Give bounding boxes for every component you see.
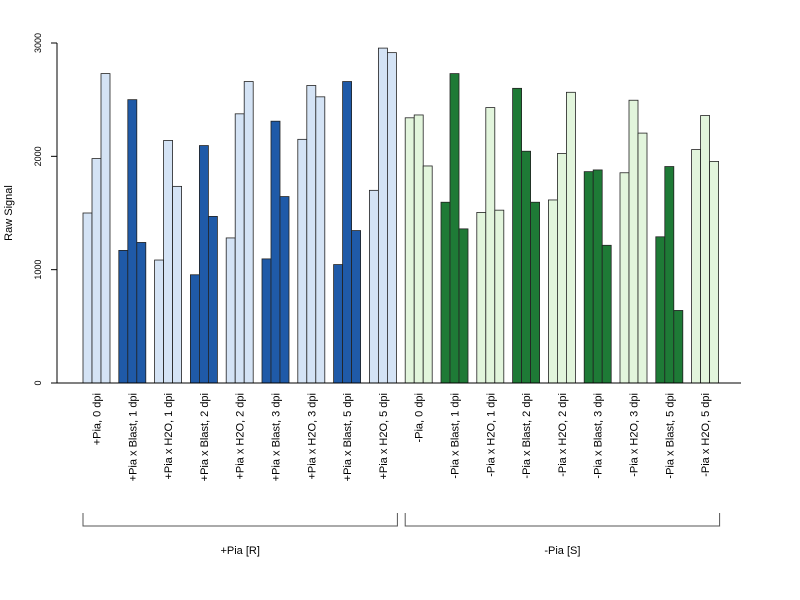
- bar: [207, 215, 218, 384]
- bar: [583, 171, 594, 384]
- bar: [172, 185, 183, 384]
- bars: [82, 47, 719, 384]
- bar: [342, 81, 353, 384]
- y-tick-label: 2000: [33, 146, 43, 166]
- bar: [655, 236, 666, 384]
- category-label: +Pia, 0 dpi: [92, 393, 104, 445]
- category-label: +Pia x H2O, 1 dpi: [163, 393, 175, 480]
- group-label: +Pia [R]: [220, 545, 259, 557]
- category-label: -Pia x H2O, 3 dpi: [629, 393, 641, 477]
- category-label: +Pia x H2O, 3 dpi: [306, 393, 318, 480]
- bar: [485, 107, 496, 384]
- bar: [521, 150, 531, 384]
- category-label: -Pia x H2O, 1 dpi: [485, 393, 497, 477]
- bar: [548, 199, 558, 384]
- bar: [619, 172, 630, 384]
- y-axis: 0 1000 2000 3000: [33, 33, 58, 386]
- bar: [154, 259, 165, 384]
- category-label: -Pia x Blast, 2 dpi: [521, 393, 533, 479]
- bar: [225, 237, 236, 384]
- bar: [601, 244, 612, 384]
- y-tick-label: 1000: [33, 260, 43, 280]
- bar: [512, 87, 522, 384]
- category-label: -Pia x Blast, 3 dpi: [593, 393, 605, 479]
- category-label: -Pia x Blast, 5 dpi: [664, 393, 676, 479]
- bar: [530, 201, 540, 384]
- bar: [700, 115, 710, 384]
- bar: [691, 149, 701, 384]
- bar: [566, 91, 576, 384]
- bar: [82, 212, 93, 384]
- bar: [279, 196, 290, 384]
- category-label: -Pia, 0 dpi: [414, 393, 426, 443]
- bar: [270, 120, 281, 384]
- group-bracket: [82, 513, 398, 527]
- y-axis-title: Raw Signal: [3, 185, 15, 241]
- bar: [261, 258, 272, 384]
- bar: [458, 228, 469, 384]
- bar: [100, 73, 111, 384]
- bar: [189, 274, 200, 384]
- bar: [476, 212, 487, 384]
- bar: [664, 166, 675, 384]
- y-tick-label: 0: [33, 380, 43, 385]
- bar: [709, 161, 719, 384]
- group-brackets: +Pia [R] -Pia [S]: [82, 513, 721, 557]
- bar: [351, 230, 362, 384]
- bar: [91, 158, 102, 384]
- bar: [315, 96, 326, 384]
- group-label: -Pia [S]: [544, 545, 580, 557]
- bar: [163, 140, 174, 384]
- bar: [377, 47, 388, 384]
- bar: [368, 189, 379, 384]
- bar: [440, 201, 451, 384]
- bar: [386, 52, 397, 384]
- category-label: -Pia x H2O, 2 dpi: [557, 393, 569, 477]
- bar: [297, 138, 308, 384]
- category-label: +Pia x H2O, 2 dpi: [235, 393, 247, 480]
- category-label: +Pia x H2O, 5 dpi: [378, 393, 390, 480]
- bar: [333, 264, 344, 384]
- bar: [118, 249, 129, 384]
- bar: [557, 153, 567, 384]
- category-label: +Pia x Blast, 5 dpi: [342, 393, 354, 481]
- bar: [127, 99, 138, 384]
- group-bracket: [404, 513, 721, 527]
- bar: [422, 165, 433, 384]
- bar: [413, 114, 424, 384]
- bar: [198, 145, 209, 384]
- bar: [136, 242, 147, 384]
- bar: [404, 117, 415, 384]
- category-label: +Pia x Blast, 1 dpi: [127, 393, 139, 481]
- category-label: +Pia x Blast, 2 dpi: [199, 393, 211, 481]
- bar: [673, 310, 684, 384]
- bar: [306, 85, 317, 384]
- category-labels: +Pia, 0 dpi +Pia x Blast, 1 dpi +Pia x H2O…: [92, 393, 713, 481]
- bar: [449, 73, 460, 384]
- bar: [592, 169, 603, 384]
- category-label: -Pia x H2O, 5 dpi: [700, 393, 712, 477]
- category-label: +Pia x Blast, 3 dpi: [271, 393, 283, 481]
- y-tick-label: 3000: [33, 33, 43, 53]
- bar: [628, 99, 639, 384]
- category-label: -Pia x Blast, 1 dpi: [450, 393, 462, 479]
- bar: [234, 113, 245, 384]
- bar: [243, 81, 254, 384]
- bar: [637, 132, 648, 384]
- bar: [494, 209, 505, 384]
